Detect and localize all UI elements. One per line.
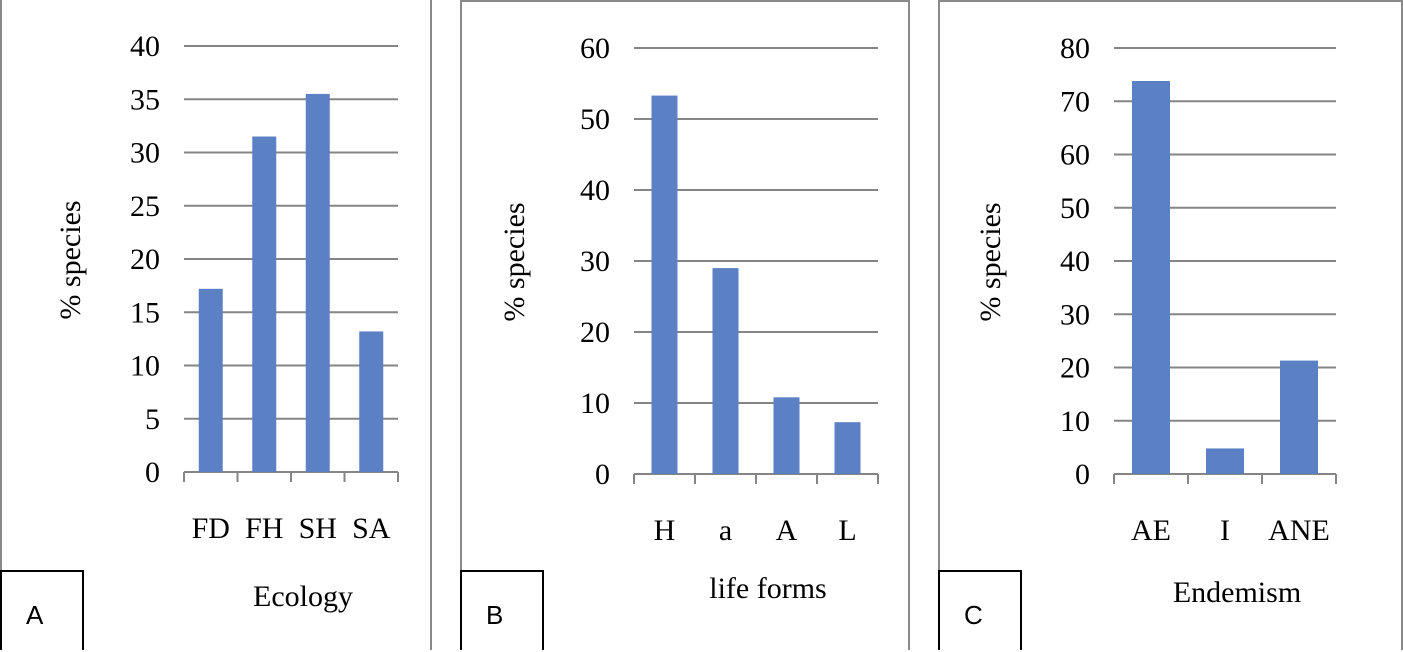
x-category-label: A [776, 514, 798, 547]
panel-letter-c: C [964, 600, 983, 630]
x-category-label: SH [299, 512, 337, 545]
y-tick-label: 60 [1060, 139, 1090, 172]
y-tick-label: 30 [1060, 298, 1090, 331]
x-category-label: SA [352, 512, 391, 545]
bar-I [1206, 448, 1244, 474]
y-tick-label: 10 [130, 350, 160, 383]
x-category-label: L [838, 514, 856, 547]
y-tick-label: 20 [580, 316, 610, 349]
bar-AE [1132, 81, 1170, 474]
y-tick-label: 50 [580, 103, 610, 136]
y-tick-label: 40 [1060, 245, 1090, 278]
x-category-label: H [654, 514, 676, 547]
y-tick-label: 5 [145, 403, 160, 436]
y-tick-label: 80 [1060, 32, 1090, 65]
y-tick-label: 60 [580, 32, 610, 65]
x-category-label: FD [192, 512, 230, 545]
x-category-label: a [719, 514, 732, 547]
chart-panel-a: 0 5 10 15 20 25 30 35 40 FD FH SH SA Ecology % species… [0, 0, 432, 650]
y-tick-label: 40 [130, 30, 160, 63]
y-tick-label: 20 [1060, 352, 1090, 385]
y-tick-label: 30 [580, 245, 610, 278]
y-tick-label: 0 [145, 456, 160, 489]
x-category-label: AE [1131, 514, 1171, 547]
y-tick-label: 15 [130, 296, 160, 329]
y-axis-title: % species [498, 202, 531, 321]
bar-FD [198, 288, 223, 472]
bar-ANE [1280, 360, 1318, 474]
y-tick-label: 35 [130, 83, 160, 116]
bar-a [712, 268, 739, 474]
bar-H [651, 95, 678, 474]
bar-A [773, 397, 800, 474]
chart-panel-c: 0 10 20 30 40 50 60 70 80 AE I ANE Endemism % species… [938, 0, 1403, 650]
x-axis-title: Ecology [253, 580, 353, 613]
panel-letter-a: A [26, 600, 44, 630]
bar-L [834, 422, 861, 474]
y-axis-title: % species [974, 202, 1007, 321]
x-axis-title: Endemism [1173, 576, 1301, 609]
bar-FH [252, 136, 277, 472]
y-tick-label: 50 [1060, 192, 1090, 225]
panel-letter-b: B [486, 600, 504, 630]
y-tick-label: 30 [130, 137, 160, 170]
y-tick-label: 0 [595, 458, 610, 491]
panel-letter-box-a: A [0, 570, 84, 650]
y-tick-label: 70 [1060, 85, 1090, 118]
x-category-label: I [1220, 514, 1230, 547]
y-axis-title: % species [54, 200, 87, 319]
bar-SH [305, 93, 330, 473]
x-category-label: ANE [1268, 514, 1330, 547]
y-tick-label: 40 [580, 174, 610, 207]
y-tick-label: 20 [130, 243, 160, 276]
panel-letter-box-c: C [938, 570, 1022, 650]
y-tick-label: 0 [1075, 458, 1090, 491]
x-axis-title: life forms [709, 572, 826, 605]
bar-SA [359, 331, 384, 472]
y-tick-label: 10 [580, 387, 610, 420]
y-tick-label: 25 [130, 190, 160, 223]
chart-a-svg: 0 5 10 15 20 25 30 35 40 FD FH SH SA Ecology % species [54, 30, 399, 613]
y-tick-label: 10 [1060, 405, 1090, 438]
x-category-label: FH [245, 512, 283, 545]
chart-c-svg: 0 10 20 30 40 50 60 70 80 AE I ANE Endemism % species [974, 32, 1337, 609]
panel-letter-box-b: B [460, 570, 544, 650]
